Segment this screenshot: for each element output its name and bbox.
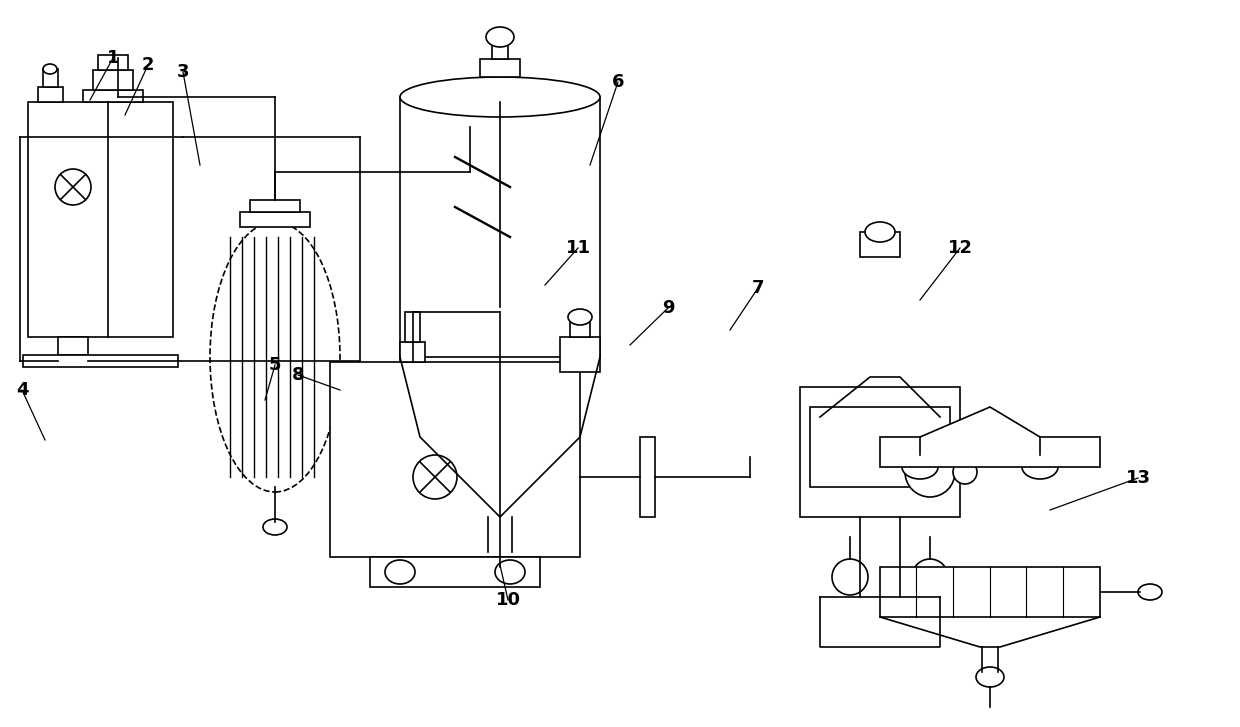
Text: 4: 4 (16, 381, 29, 399)
Ellipse shape (832, 559, 868, 595)
Ellipse shape (263, 519, 286, 535)
Bar (43, 69, 58, 87)
Ellipse shape (911, 559, 949, 595)
Ellipse shape (495, 560, 525, 584)
Text: 12: 12 (947, 239, 972, 257)
Ellipse shape (1022, 455, 1058, 479)
Bar (800, 387, 960, 517)
Ellipse shape (905, 447, 955, 497)
Ellipse shape (210, 222, 340, 492)
Ellipse shape (485, 547, 515, 567)
Bar (24, 355, 179, 367)
Bar (370, 557, 539, 587)
Bar (861, 232, 900, 257)
Bar (401, 97, 600, 357)
Text: 1: 1 (107, 49, 119, 67)
Text: 11: 11 (565, 239, 590, 257)
Bar (93, 70, 133, 90)
Ellipse shape (486, 27, 515, 47)
Bar (570, 317, 590, 337)
Text: 9: 9 (662, 299, 675, 317)
Bar (492, 37, 508, 59)
Bar (810, 407, 950, 487)
Text: 6: 6 (611, 73, 624, 91)
Ellipse shape (568, 309, 591, 325)
Bar (640, 437, 655, 517)
Bar (29, 102, 174, 337)
Text: 7: 7 (751, 279, 764, 297)
Text: 8: 8 (291, 366, 304, 384)
Ellipse shape (954, 460, 977, 484)
Ellipse shape (1138, 584, 1162, 600)
Bar (38, 87, 63, 102)
Text: 10: 10 (496, 591, 521, 609)
Ellipse shape (401, 77, 600, 117)
Bar (250, 200, 300, 212)
Ellipse shape (976, 667, 1004, 687)
Bar (401, 342, 425, 362)
Bar (58, 337, 88, 355)
Ellipse shape (413, 455, 458, 499)
Bar (83, 90, 143, 102)
Bar (98, 55, 128, 70)
Text: 5: 5 (269, 356, 281, 374)
Text: 13: 13 (1126, 469, 1151, 487)
Ellipse shape (901, 455, 937, 479)
Bar (330, 362, 580, 557)
Ellipse shape (384, 560, 415, 584)
Ellipse shape (866, 222, 895, 242)
Text: 3: 3 (177, 63, 190, 81)
Bar (560, 337, 600, 372)
Bar (241, 212, 310, 227)
Bar (480, 59, 520, 77)
Text: 2: 2 (141, 56, 154, 74)
Polygon shape (880, 407, 1100, 467)
Ellipse shape (55, 169, 91, 205)
Ellipse shape (43, 64, 57, 74)
Bar (405, 312, 420, 342)
Bar (880, 567, 1100, 617)
